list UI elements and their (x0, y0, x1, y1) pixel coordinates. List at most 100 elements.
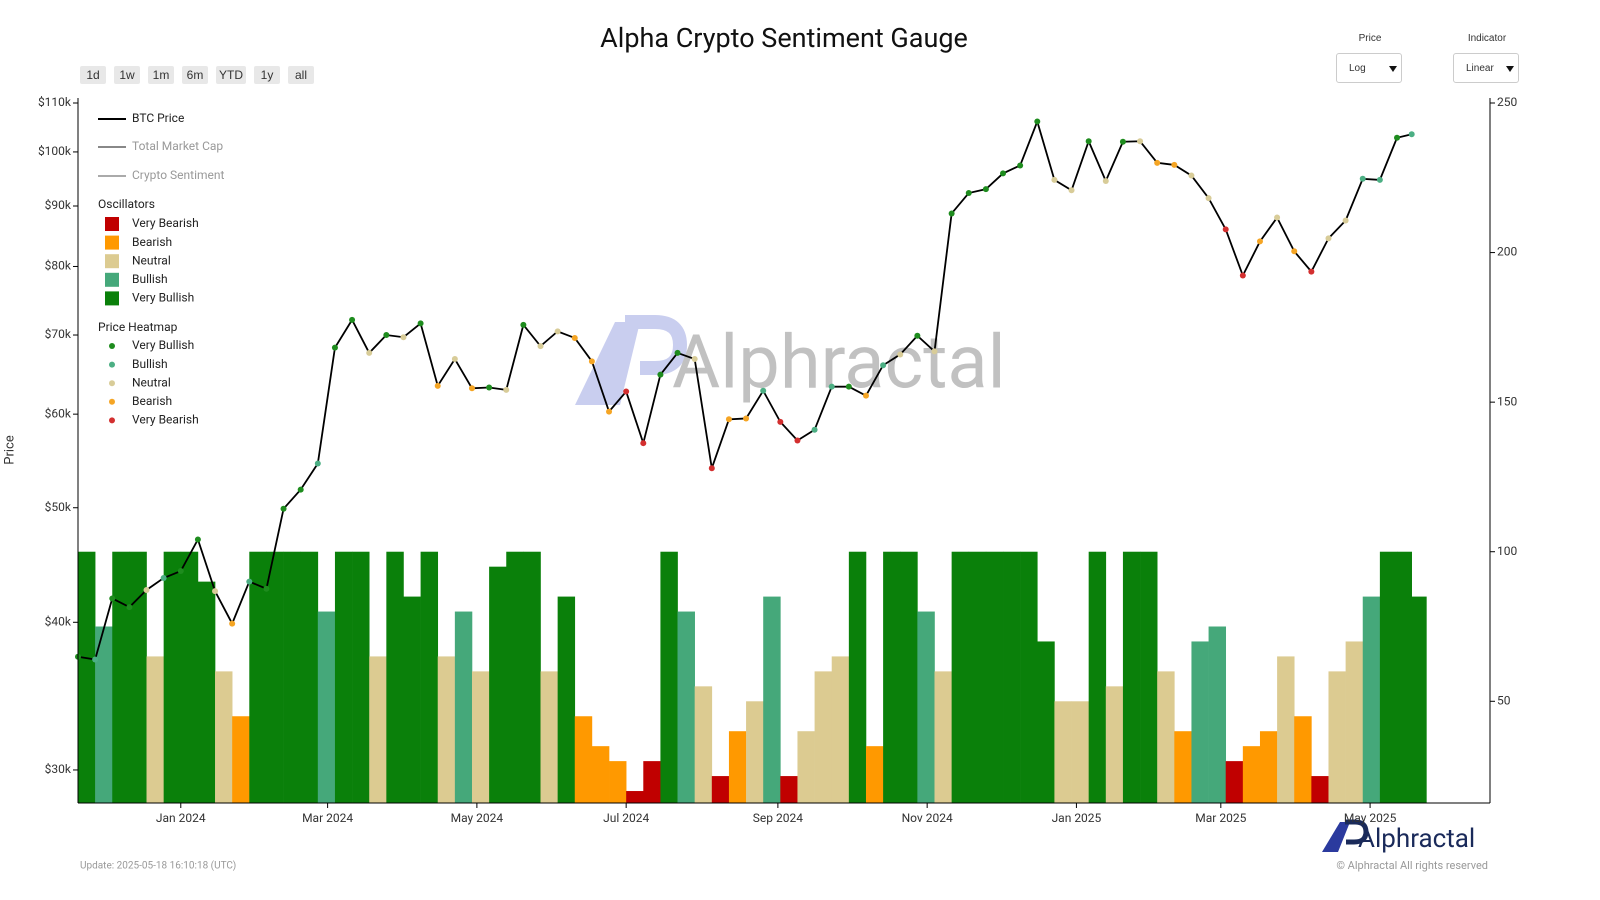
oscillator-bar (626, 791, 644, 803)
legend-dot (109, 398, 115, 405)
dropdown[interactable]: Linear (1453, 53, 1519, 83)
heatmap-dot (1291, 248, 1298, 255)
heatmap-dot (160, 575, 167, 582)
plot-layer (78, 551, 1427, 803)
heatmap-dot (1256, 238, 1263, 245)
oscillator-bar (437, 656, 456, 803)
oscillator-bar (865, 746, 884, 803)
heatmap-dot (708, 465, 715, 472)
oscillator-bar (848, 551, 867, 803)
oscillator-bar (677, 611, 695, 803)
range-button[interactable]: 1y (254, 66, 280, 84)
oscillator-bar (129, 551, 147, 803)
range-button[interactable]: 1m (148, 66, 174, 84)
x-tick-label: Jan 2024 (156, 811, 206, 825)
watermark-logo (575, 322, 640, 405)
dropdown[interactable]: Log (1336, 53, 1402, 83)
legend-label: Bullish (132, 272, 168, 286)
legend-label: Total Market Cap (132, 139, 223, 153)
heatmap-dot (417, 320, 424, 327)
legend-label: Bearish (132, 235, 172, 249)
heatmap-dot (965, 190, 972, 197)
oscillator-bar (1208, 626, 1227, 803)
heatmap-dot (1222, 226, 1229, 233)
dropdown-label: Indicator (1467, 33, 1507, 44)
y2-tick-label: 150 (1497, 394, 1517, 408)
oscillator-bar (266, 551, 284, 803)
heatmap-dot (126, 604, 133, 611)
x-tick-label: Nov 2024 (902, 811, 953, 825)
range-button[interactable]: all (288, 66, 314, 84)
heatmap-dot (1239, 272, 1246, 279)
watermark-logo (625, 315, 688, 375)
heatmap-dot (331, 344, 338, 351)
heatmap-dot (520, 321, 527, 328)
update-text: Update: 2025-05-18 16:10:18 (UTC) (80, 860, 236, 872)
dropdown-label: Price (1358, 33, 1382, 44)
heatmap-dot (1154, 159, 1161, 166)
legend-label: Bearish (132, 394, 172, 408)
heatmap-dot (366, 349, 373, 356)
oscillator-bar (197, 581, 216, 803)
oscillator-bar (1328, 671, 1346, 803)
oscillator-bar (951, 551, 970, 803)
legend-label: Very Bearish (132, 216, 199, 230)
legend-dot (109, 380, 115, 387)
legend-label: Very Bullish (132, 291, 194, 305)
heatmap-dot (657, 371, 664, 378)
oscillator-bar (711, 776, 730, 803)
heatmap-dot (743, 415, 750, 422)
y-tick-label: $50k (45, 500, 72, 514)
oscillator-bar (1294, 716, 1312, 803)
dropdown-arrow (1389, 66, 1397, 72)
legend-dot (109, 417, 115, 424)
heatmap-dot (571, 334, 578, 341)
legend-dot (109, 361, 115, 368)
oscillator-bar (369, 656, 387, 803)
oscillator-bar (146, 656, 164, 803)
heatmap-dot (948, 210, 955, 217)
range-button[interactable]: 1d (80, 66, 106, 84)
oscillator-bar (917, 611, 935, 803)
oscillator-bar (643, 761, 661, 803)
oscillator-bar (283, 551, 301, 803)
heatmap-dot (1408, 131, 1415, 138)
heatmap-dot (349, 316, 356, 323)
oscillator-bar (1003, 551, 1021, 803)
heatmap-dot (982, 186, 989, 193)
x-tick-label: May 2024 (451, 811, 504, 825)
heatmap-dot (828, 383, 835, 390)
heatmap-dot (263, 585, 270, 592)
legend-label: Neutral (132, 253, 171, 267)
range-button[interactable]: YTD (216, 66, 246, 84)
heatmap-dot (468, 385, 475, 392)
heatmap-dot (212, 588, 219, 595)
y-tick-label: $40k (45, 614, 72, 628)
heatmap-dot (229, 620, 236, 627)
heatmap-dot (1308, 268, 1315, 275)
heatmap-dot (1359, 175, 1366, 182)
heatmap-dot (1205, 195, 1212, 202)
oscillator-bar (1259, 731, 1278, 803)
heatmap-dot (640, 440, 647, 447)
oscillator-bar (1379, 551, 1398, 803)
oscillator-bar (1345, 641, 1364, 803)
range-button[interactable]: 6m (182, 66, 208, 84)
y-tick-label: $100k (38, 144, 72, 158)
heatmap-dot (931, 348, 938, 355)
oscillator-bar (1362, 596, 1381, 803)
oscillator-bar (883, 551, 901, 803)
oscillator-bar (1037, 641, 1055, 803)
brand-name: Alphractal (1358, 824, 1475, 854)
heatmap-dot (451, 356, 458, 363)
heatmap-dot (1325, 235, 1332, 242)
legend-swatch (105, 217, 119, 231)
y-tick-label: $110k (38, 95, 72, 109)
heatmap-dot (880, 362, 887, 369)
range-button[interactable]: 1w (114, 66, 140, 84)
oscillator-bar (1277, 656, 1295, 803)
dropdown-arrow (1506, 66, 1514, 72)
oscillator-bar (334, 551, 353, 803)
heatmap-dot (297, 486, 304, 493)
